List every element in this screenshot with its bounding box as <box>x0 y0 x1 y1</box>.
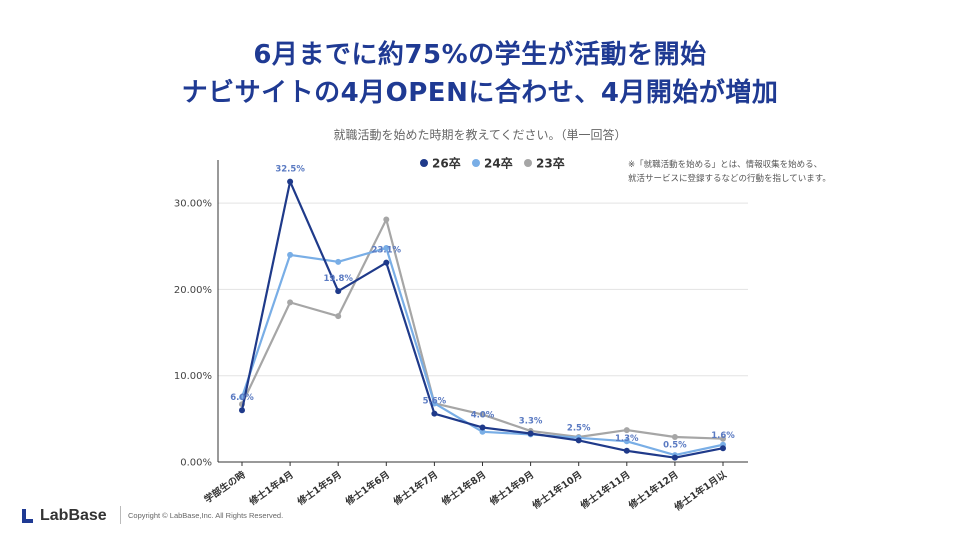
logo-text: LabBase <box>40 507 107 524</box>
logo-mark-icon <box>22 509 34 523</box>
legend-marker <box>420 159 428 167</box>
data-point <box>671 454 678 461</box>
grid-lines <box>218 202 748 377</box>
data-label: 1.3% <box>615 434 639 444</box>
x-tick-label: 修士1年4月 <box>246 469 296 509</box>
data-point <box>623 447 630 454</box>
series-lines <box>239 178 726 461</box>
survey-question: 就職活動を始めた時期を教えてください。（単一回答） <box>333 128 627 142</box>
data-label: 0.5% <box>663 441 687 451</box>
data-point <box>575 437 582 444</box>
data-point <box>383 259 390 266</box>
data-label: 4.0% <box>471 410 495 420</box>
data-point <box>287 251 294 258</box>
headline-line-2: ナビサイトの4月OPENに合わせ、4月開始が増加 <box>181 78 779 108</box>
data-point <box>287 299 294 306</box>
definition-note-line-2: 就活サービスに登録するなどの行動を指しています。 <box>628 174 831 184</box>
series-line <box>241 218 724 440</box>
data-label: 5.6% <box>423 397 447 407</box>
data-labels: 6.0% 32.5% 19.8% 23.1% 5.6% 4.0% 3.3% 2.5% 1.3% 0… <box>230 165 735 451</box>
series-line <box>240 246 724 457</box>
data-label: 1.6% <box>711 431 735 441</box>
axes: 0.00% 10.00% 20.00% 30.00% 学部生の時 修士1年4月 修士1年5月… <box>174 160 748 514</box>
x-tick-label: 学部生の時 <box>202 468 248 505</box>
data-label: 23.1% <box>372 246 402 256</box>
x-tick-label: 修士1年5月 <box>294 469 344 509</box>
data-point <box>623 427 630 434</box>
legend-marker <box>472 159 480 167</box>
data-point <box>335 258 342 265</box>
data-label: 6.0% <box>230 393 254 403</box>
data-point <box>335 313 342 320</box>
data-label: 3.3% <box>519 417 543 427</box>
legend-label: 23卒 <box>536 156 565 171</box>
x-tick-label: 修士1年12月 <box>626 469 681 513</box>
data-point <box>720 435 726 442</box>
legend-label: 24卒 <box>484 156 513 171</box>
data-label: 2.5% <box>567 423 591 433</box>
copyright-text: Copyright © LabBase,Inc. All Rights Rese… <box>128 511 284 520</box>
footer-divider <box>120 506 121 524</box>
legend-label: 26卒 <box>432 156 461 171</box>
x-tick-label: 修士1年11月 <box>577 469 632 513</box>
data-point <box>479 428 486 435</box>
x-tick-label: 修士1年8月 <box>439 469 489 509</box>
y-tick-label: 30.00% <box>174 199 212 210</box>
data-label: 19.8% <box>323 274 353 284</box>
y-tick-label: 10.00% <box>174 371 212 382</box>
data-label: 32.5% <box>275 165 305 175</box>
data-point <box>383 216 390 223</box>
data-point <box>720 445 726 452</box>
x-tick-label: 修士1年6月 <box>342 469 392 509</box>
data-point <box>239 407 245 414</box>
data-point <box>527 430 534 437</box>
legend-marker <box>524 159 532 167</box>
x-tick-label: 修士1年1月以 <box>671 468 729 514</box>
x-tick-label: 修士1年9月 <box>487 469 537 509</box>
y-tick-label: 0.00% <box>180 458 212 469</box>
data-point <box>623 438 630 445</box>
x-tick-label: 修士1年10月 <box>529 469 584 513</box>
data-point <box>671 433 678 440</box>
data-point <box>431 410 438 417</box>
data-point <box>479 424 486 431</box>
y-tick-label: 20.00% <box>174 285 212 296</box>
headline-line-1: 6月までに約75%の学生が活動を開始 <box>253 40 707 70</box>
data-point <box>383 245 390 252</box>
labbase-logo: LabBase <box>22 507 107 525</box>
data-point <box>431 400 438 407</box>
x-tick-label: 修士1年7月 <box>390 469 440 509</box>
data-point <box>479 411 486 418</box>
definition-note-line-1: ※「就職活動を始める」とは、情報収集を始める、 <box>628 160 823 170</box>
data-point <box>335 288 342 295</box>
data-point <box>287 178 294 185</box>
legend: 26卒 24卒 23卒 <box>420 156 565 171</box>
